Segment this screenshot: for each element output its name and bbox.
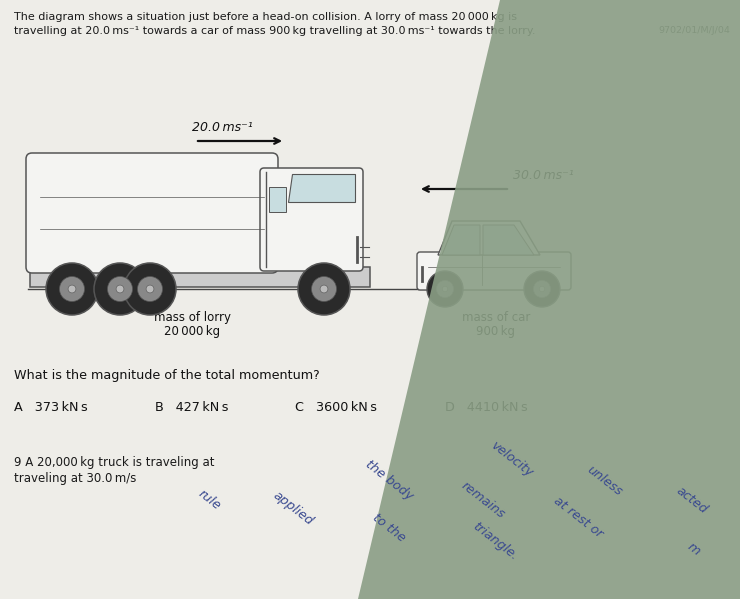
Polygon shape [269, 187, 286, 212]
Circle shape [524, 271, 560, 307]
Circle shape [116, 285, 124, 293]
Polygon shape [442, 225, 480, 255]
Text: velocity: velocity [488, 438, 536, 479]
Text: B   427 kN s: B 427 kN s [155, 401, 229, 414]
Circle shape [146, 285, 154, 293]
Circle shape [46, 263, 98, 315]
Text: 9 A 20,000 kg truck is traveling at: 9 A 20,000 kg truck is traveling at [14, 456, 215, 469]
Text: to the: to the [370, 512, 408, 545]
Text: unless: unless [585, 463, 625, 498]
Circle shape [68, 285, 76, 293]
Text: 20.0 ms⁻¹: 20.0 ms⁻¹ [192, 121, 253, 134]
Polygon shape [358, 0, 740, 599]
Text: at rest or: at rest or [551, 494, 605, 540]
Circle shape [312, 277, 337, 301]
Text: m: m [684, 540, 702, 558]
Polygon shape [483, 225, 534, 255]
Text: applied: applied [270, 489, 315, 528]
Text: 9702/01/M/J/04: 9702/01/M/J/04 [658, 26, 730, 35]
Circle shape [427, 271, 463, 307]
Text: travelling at 20.0 ms⁻¹ towards a car of mass 900 kg travelling at 30.0 ms⁻¹ tow: travelling at 20.0 ms⁻¹ towards a car of… [14, 26, 536, 36]
Polygon shape [438, 221, 540, 255]
Text: mass of lorry: mass of lorry [153, 311, 230, 324]
Text: The diagram shows a situation just before a head-on collision. A lorry of mass 2: The diagram shows a situation just befor… [14, 12, 517, 22]
Circle shape [138, 277, 163, 301]
FancyBboxPatch shape [26, 153, 278, 273]
Circle shape [59, 277, 84, 301]
Bar [30, 267, 370, 287]
Text: 900 kg: 900 kg [477, 325, 516, 338]
Text: D   4410 kN s: D 4410 kN s [445, 401, 528, 414]
Circle shape [107, 277, 132, 301]
Text: A   373 kN s: A 373 kN s [14, 401, 88, 414]
Circle shape [437, 280, 454, 298]
Text: 30.0 ms⁻¹: 30.0 ms⁻¹ [513, 169, 574, 182]
Circle shape [443, 286, 448, 292]
Text: the body: the body [363, 458, 415, 503]
Text: acted: acted [673, 484, 710, 516]
Text: rule: rule [196, 486, 223, 512]
Circle shape [124, 263, 176, 315]
Circle shape [320, 285, 328, 293]
Text: C   3600 kN s: C 3600 kN s [295, 401, 377, 414]
Polygon shape [288, 174, 355, 202]
Text: mass of car: mass of car [462, 311, 530, 324]
Text: remains: remains [459, 479, 508, 521]
Circle shape [298, 263, 350, 315]
Text: triangle.: triangle. [470, 520, 520, 563]
FancyBboxPatch shape [260, 168, 363, 271]
Text: traveling at 30.0 m/s: traveling at 30.0 m/s [14, 472, 136, 485]
FancyBboxPatch shape [417, 252, 571, 290]
Circle shape [94, 263, 146, 315]
Circle shape [539, 286, 545, 292]
Circle shape [534, 280, 551, 298]
Text: 20 000 kg: 20 000 kg [164, 325, 220, 338]
Text: What is the magnitude of the total momentum?: What is the magnitude of the total momen… [14, 369, 320, 382]
